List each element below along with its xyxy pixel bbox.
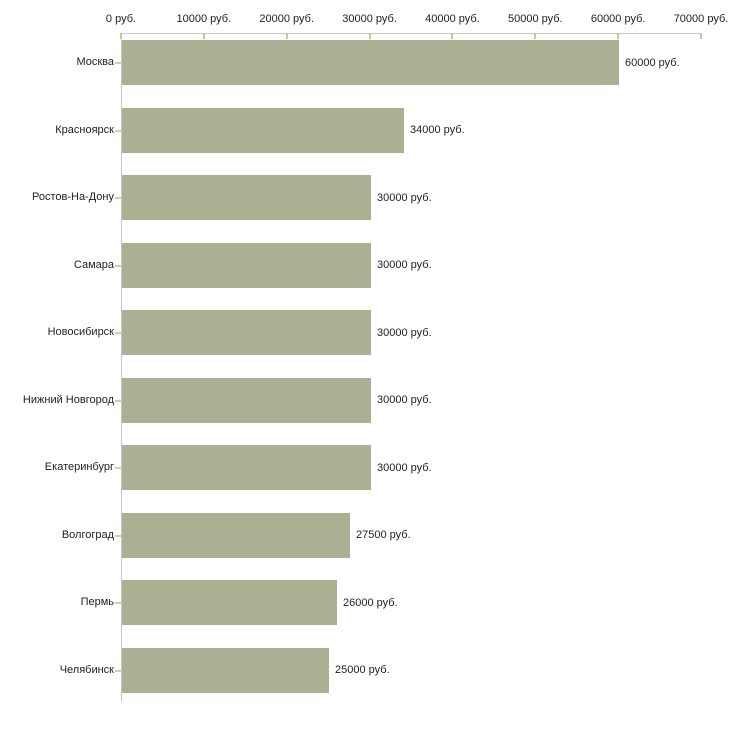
- x-axis-tick-mark: [202, 33, 205, 39]
- category-label: Москва: [76, 56, 114, 68]
- bar-row: Самара 30000 руб.: [0, 242, 730, 288]
- value-label: 27500 руб.: [356, 529, 411, 541]
- x-axis-tick-label: 30000 руб.: [342, 13, 397, 25]
- bar-row: Красноярск 34000 руб.: [0, 107, 730, 153]
- y-axis-tick-mark: [115, 264, 121, 267]
- y-axis-tick-mark: [115, 467, 121, 469]
- bar: [122, 580, 337, 625]
- x-axis-tick-label: 20000 руб.: [259, 13, 315, 25]
- x-axis-tick-label: 60000 руб.: [590, 13, 646, 25]
- x-axis-tick-mark: [451, 33, 454, 39]
- y-axis-tick-mark: [115, 332, 121, 334]
- x-axis-tick-label: 40000 руб.: [425, 13, 480, 25]
- value-label: 30000 руб.: [377, 191, 432, 204]
- y-axis-tick-mark: [115, 129, 121, 132]
- x-axis-tick-mark: [285, 33, 288, 39]
- value-label: 25000 руб.: [335, 664, 390, 676]
- value-label: 30000 руб.: [377, 326, 432, 339]
- y-axis-tick-mark: [115, 197, 121, 199]
- value-label: 26000 руб.: [343, 596, 398, 609]
- y-axis-line: [121, 33, 122, 702]
- bar: [122, 377, 371, 423]
- value-label: 30000 руб.: [377, 259, 432, 271]
- category-label: Ростов-На-Дону: [31, 191, 114, 203]
- bar: [122, 242, 371, 288]
- x-axis-tick-mark: [120, 33, 122, 39]
- bar-row: Пермь 26000 руб.: [0, 580, 730, 625]
- value-label: 60000 руб.: [625, 56, 680, 69]
- category-label: Нижний Новгород: [22, 393, 114, 406]
- y-axis-tick-mark: [115, 669, 121, 672]
- category-label: Новосибирск: [47, 326, 114, 338]
- bar-row: Челябинск 25000 руб.: [0, 647, 730, 693]
- x-axis-tick-mark: [534, 33, 537, 39]
- x-axis-tick-label: 0 руб.: [105, 13, 137, 25]
- value-label: 34000 руб.: [410, 124, 465, 136]
- category-label: Волгоград: [61, 528, 114, 541]
- bar: [122, 310, 371, 355]
- bar: [122, 445, 371, 490]
- y-axis-tick-mark: [115, 534, 121, 537]
- bar: [122, 512, 350, 558]
- bar-row: Екатеринбург 30000 руб.: [0, 445, 730, 490]
- x-axis-tick-label: 50000 руб.: [507, 13, 563, 25]
- category-label: Челябинск: [59, 663, 114, 676]
- x-axis-line: [121, 33, 702, 34]
- y-axis-tick-mark: [115, 602, 121, 604]
- category-label: Екатеринбург: [44, 461, 114, 473]
- bar-row: Ростов-На-Дону 30000 руб.: [0, 175, 730, 220]
- y-axis-tick-mark: [115, 399, 121, 402]
- bar: [122, 107, 404, 153]
- bar: [122, 647, 329, 693]
- bar: [122, 175, 371, 220]
- x-axis-tick-mark: [700, 33, 702, 39]
- y-axis-tick-mark: [115, 62, 121, 64]
- value-label: 30000 руб.: [377, 394, 432, 406]
- bar-row: Москва 60000 руб.: [0, 40, 730, 85]
- category-label: Красноярск: [55, 123, 114, 136]
- bar-row: Нижний Новгород 30000 руб.: [0, 377, 730, 423]
- x-axis-tick-label: 10000 руб.: [176, 13, 232, 25]
- x-axis-tick-label: 70000 руб.: [673, 13, 729, 25]
- bar-row: Волгоград 27500 руб.: [0, 512, 730, 558]
- bar: [122, 40, 619, 85]
- bar-row: Новосибирск 30000 руб.: [0, 310, 730, 355]
- x-axis-tick-mark: [617, 33, 620, 39]
- value-label: 30000 руб.: [377, 461, 432, 474]
- x-axis-tick-mark: [368, 33, 371, 39]
- category-label: Пермь: [80, 596, 114, 608]
- category-label: Самара: [73, 258, 114, 271]
